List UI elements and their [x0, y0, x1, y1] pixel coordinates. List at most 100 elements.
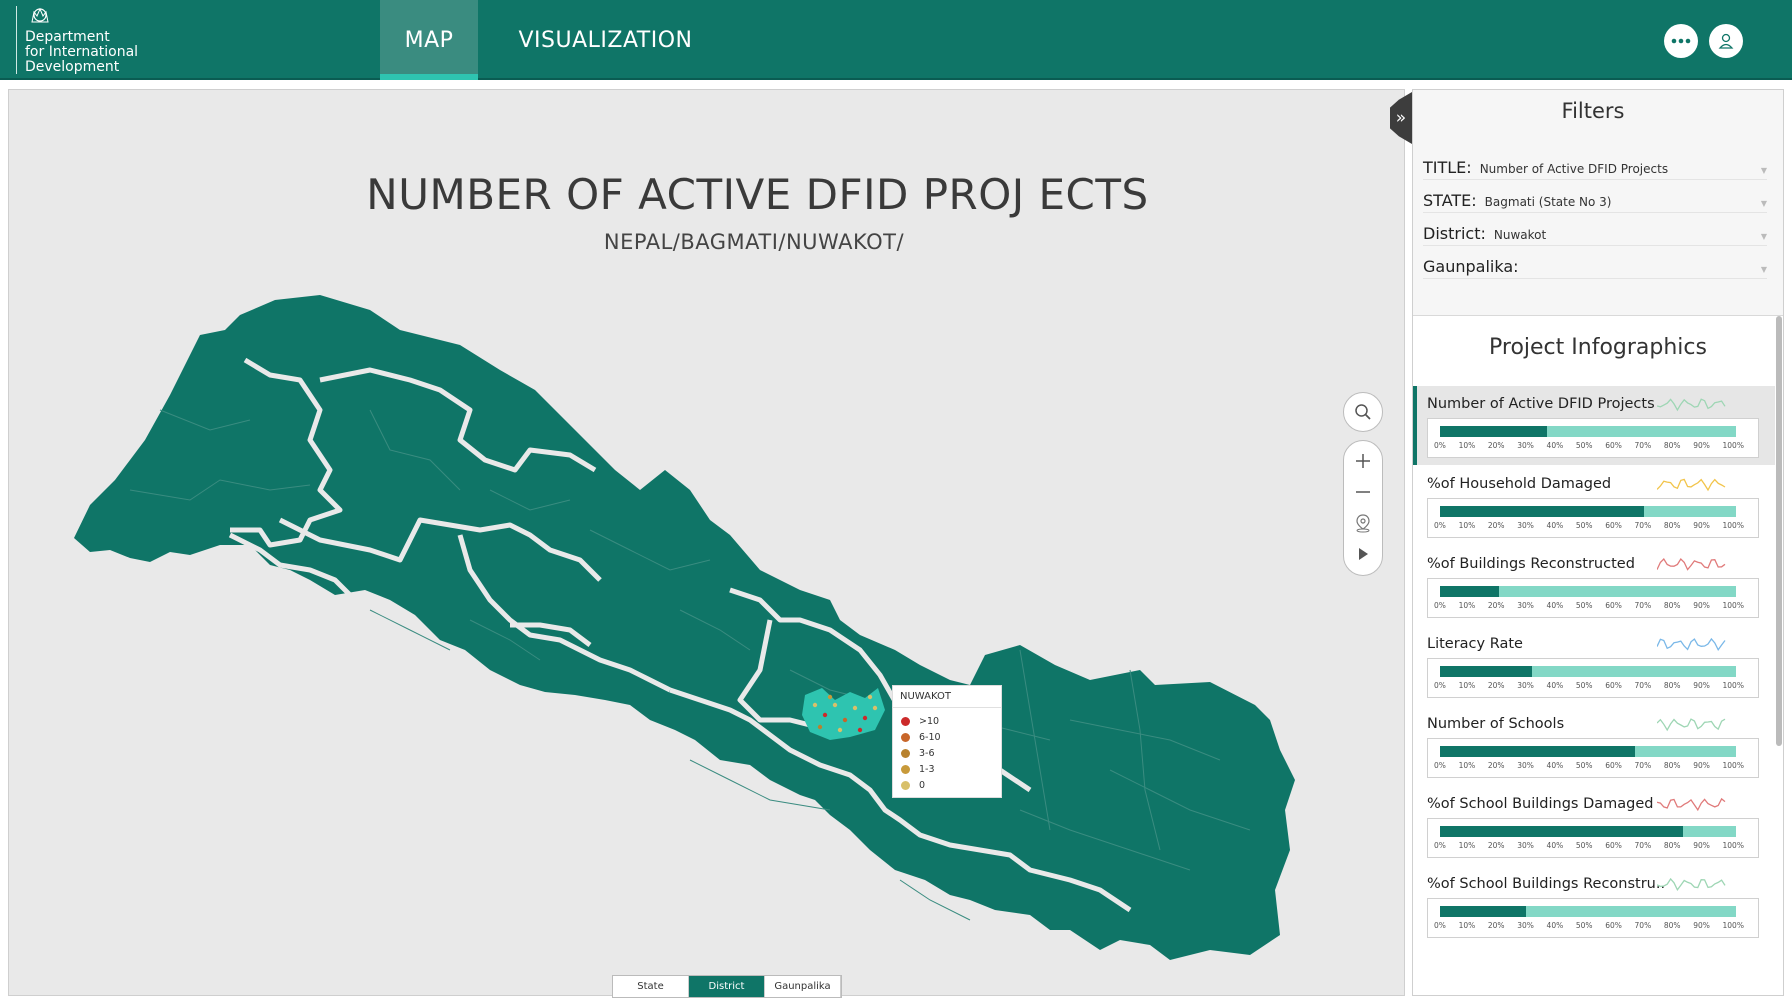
tick-label: 0% — [1434, 521, 1446, 530]
location-pin-icon — [1356, 513, 1370, 532]
progress-fill — [1440, 826, 1683, 837]
tick-label: 50% — [1575, 521, 1593, 530]
filter-state-select[interactable]: STATE: Bagmati (State No 3) ▼ — [1423, 191, 1767, 213]
user-icon — [1718, 33, 1734, 49]
level-state-button[interactable]: State — [613, 976, 689, 997]
tick-label: 80% — [1663, 681, 1681, 690]
nepal-map[interactable] — [70, 290, 1300, 970]
sparkline-icon — [1657, 478, 1726, 492]
progress-box: 0% 10% 20% 30% 40% 50% 60% 70% 80% 90% 100% — [1427, 738, 1759, 778]
nuwakot-highlight[interactable] — [802, 688, 885, 740]
infographic-card[interactable]: %of School Buildings Damaged 0% 10% 20% 30% 4… — [1417, 786, 1779, 865]
dfid-logo[interactable]: Department for International Development — [16, 6, 139, 75]
sparkline-icon — [1657, 797, 1726, 812]
tick-label: 20% — [1487, 841, 1505, 850]
infographic-label: %of School Buildings Reconstru.. — [1427, 876, 1666, 892]
tick-label: 20% — [1487, 681, 1505, 690]
infographic-card[interactable]: Literacy Rate 0% 10% 20% 30% 40% 50% 60% 70% 80% 9… — [1417, 626, 1779, 705]
nepal-region-shape[interactable] — [74, 295, 1295, 960]
tick-label: 40% — [1546, 761, 1564, 770]
progress-ticks: 0% 10% 20% 30% 40% 50% 60% 70% 80% 90% 100% — [1434, 521, 1744, 530]
collapse-panel-button[interactable]: » — [1390, 92, 1412, 144]
tick-label: 10% — [1458, 841, 1476, 850]
sparkline-icon — [1657, 637, 1726, 652]
tick-label: 50% — [1575, 601, 1593, 610]
progress-ticks: 0% 10% 20% 30% 40% 50% 60% 70% 80% 90% 100% — [1434, 841, 1744, 850]
locate-button[interactable] — [1344, 507, 1382, 538]
progress-track — [1440, 506, 1736, 517]
tick-label: 90% — [1693, 681, 1710, 690]
tick-label: 50% — [1575, 921, 1593, 930]
user-button[interactable] — [1709, 24, 1743, 58]
tick-label: 90% — [1693, 441, 1710, 450]
progress-track — [1440, 906, 1736, 917]
top-bar: Department for International Development… — [0, 0, 1792, 80]
side-panel-scrollbar[interactable] — [1776, 316, 1782, 746]
tick-label: 20% — [1487, 521, 1505, 530]
progress-box: 0% 10% 20% 30% 40% 50% 60% 70% 80% 90% 100% — [1427, 498, 1759, 538]
tab-visualization[interactable]: VISUALIZATION — [518, 27, 693, 53]
more-button[interactable] — [1664, 24, 1698, 58]
filters-title: Filters — [1561, 99, 1625, 123]
tick-label: 0% — [1434, 921, 1446, 930]
level-district-button[interactable]: District — [689, 976, 765, 997]
tick-label: 40% — [1546, 841, 1564, 850]
level-gaunpalika-button[interactable]: Gaunpalika — [765, 976, 841, 997]
legend-title: NUWAKOT — [893, 686, 1001, 708]
tick-label: 100% — [1722, 921, 1744, 930]
tick-label: 70% — [1634, 921, 1652, 930]
filter-gaunpalika-select[interactable]: Gaunpalika: ▼ — [1423, 257, 1767, 279]
play-button[interactable] — [1344, 538, 1382, 569]
tick-label: 0% — [1434, 601, 1446, 610]
infographic-card[interactable]: %of Household Damaged 0% 10% 20% 30% 40% 50% 60… — [1417, 466, 1779, 545]
filter-title-select[interactable]: TITLE: Number of Active DFID Projects ▼ — [1423, 158, 1767, 180]
infographic-label: %of Household Damaged — [1427, 476, 1612, 492]
infographic-label: Literacy Rate — [1427, 636, 1523, 652]
tick-label: 60% — [1605, 521, 1622, 530]
zoom-in-button[interactable] — [1344, 445, 1382, 476]
legend-item-label: 3-6 — [919, 747, 935, 759]
legend-dot-icon — [901, 732, 910, 742]
tick-label: 60% — [1605, 761, 1622, 770]
tick-label: 10% — [1458, 681, 1476, 690]
tick-label: 60% — [1605, 601, 1622, 610]
tick-label: 20% — [1487, 921, 1505, 930]
legend-dot-icon — [901, 716, 910, 726]
infographic-label: Number of Schools — [1427, 716, 1565, 732]
infographic-card[interactable]: Number of Active DFID Projects 0% 10% 20% 30… — [1413, 386, 1775, 465]
dropdown-caret-icon: ▼ — [1760, 199, 1767, 208]
tick-label: 0% — [1434, 441, 1446, 450]
tick-label: 90% — [1693, 601, 1710, 610]
tick-label: 30% — [1517, 921, 1534, 930]
play-icon — [1359, 547, 1368, 560]
map-search-button[interactable] — [1343, 392, 1383, 432]
tick-label: 40% — [1546, 601, 1564, 610]
tab-map[interactable]: MAP — [380, 0, 478, 80]
tick-label: 60% — [1605, 441, 1622, 450]
tick-label: 100% — [1722, 841, 1744, 850]
filter-label: Gaunpalika: — [1423, 257, 1519, 276]
logo-line-2: for International — [25, 44, 139, 60]
progress-track — [1440, 426, 1736, 437]
admin-level-switch: State District Gaunpalika — [612, 975, 842, 998]
infographic-label: %of School Buildings Damaged — [1427, 796, 1654, 812]
infographics-title: Project Infographics — [1489, 335, 1707, 360]
tick-label: 80% — [1663, 761, 1681, 770]
tick-label: 80% — [1663, 841, 1681, 850]
progress-ticks: 0% 10% 20% 30% 40% 50% 60% 70% 80% 90% 100% — [1434, 601, 1744, 610]
filter-label: STATE: — [1423, 191, 1477, 210]
progress-box: 0% 10% 20% 30% 40% 50% 60% 70% 80% 90% 100% — [1427, 418, 1759, 458]
tick-label: 60% — [1605, 681, 1622, 690]
zoom-out-button[interactable] — [1344, 476, 1382, 507]
progress-fill — [1440, 906, 1526, 917]
tick-label: 30% — [1517, 761, 1534, 770]
progress-track — [1440, 666, 1736, 677]
filter-district-select[interactable]: District: Nuwakot ▼ — [1423, 224, 1767, 246]
tick-label: 40% — [1546, 521, 1564, 530]
infographic-card[interactable]: %of School Buildings Reconstru.. 0% 10% 20%… — [1417, 866, 1779, 945]
infographic-card[interactable]: Number of Schools 0% 10% 20% 30% 40% 50% 60% 70%… — [1417, 706, 1779, 785]
tick-label: 60% — [1605, 921, 1622, 930]
tick-label: 40% — [1546, 441, 1564, 450]
legend-item: 3-6 — [893, 745, 1001, 761]
infographic-card[interactable]: %of Buildings Reconstructed 0% 10% 20% 30% 40… — [1417, 546, 1779, 625]
